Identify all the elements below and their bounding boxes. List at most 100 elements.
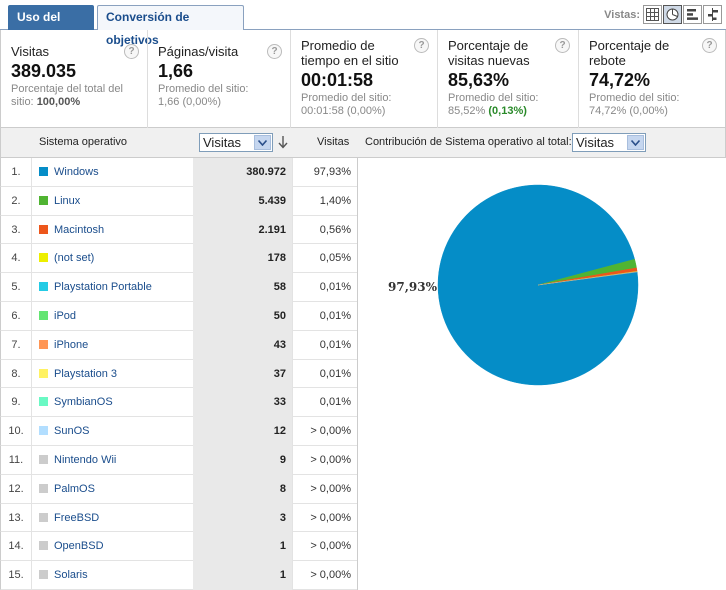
visits-percent: 97,93% (292, 158, 358, 187)
row-number: 8. (1, 359, 32, 389)
visits-percent: 0,56% (292, 215, 358, 245)
contribution-label: Contribución de Sistema operativo al tot… (365, 136, 572, 148)
table-header: Sistema operativo Visitas Visitas Contri… (0, 128, 726, 158)
os-link[interactable]: Linux (39, 187, 80, 215)
help-icon[interactable]: ? (124, 44, 139, 59)
row-number: 9. (1, 388, 32, 418)
help-icon[interactable]: ? (555, 38, 570, 53)
metric-selector[interactable]: Visitas (199, 133, 273, 152)
os-link[interactable]: Windows (39, 158, 99, 186)
visits-value: 1 (193, 532, 292, 562)
visits-value: 8 (193, 474, 292, 504)
color-swatch (39, 253, 48, 263)
visits-percent: 0,01% (292, 273, 358, 302)
pie-chart-svg (437, 184, 639, 386)
visits-percent: 1,40% (292, 186, 358, 216)
row-number: 12. (1, 474, 32, 504)
visits-value: 5.439 (193, 186, 292, 216)
compare-view-button[interactable] (703, 5, 722, 24)
table-row: 3. Macintosh 2.191 0,56% (0, 215, 358, 245)
table-icon (646, 8, 659, 21)
visits-value: 2.191 (193, 215, 292, 245)
metric-pages-per-visit: Páginas/visita ? 1,66 Promedio del sitio… (148, 30, 291, 128)
compare-icon (708, 8, 718, 21)
os-name: Solaris (54, 569, 88, 582)
metric-subtext: Promedio del sitio: 74,72% (0,00%) (589, 92, 680, 117)
column-header-visits[interactable]: Visitas (317, 136, 350, 148)
os-link[interactable]: Macintosh (39, 216, 104, 244)
help-icon[interactable]: ? (702, 38, 717, 53)
visits-value: 178 (193, 244, 292, 274)
visits-value: 9 (193, 445, 292, 475)
row-number: 11. (1, 445, 32, 475)
os-link[interactable]: Playstation 3 (39, 360, 117, 388)
tab-bar: Uso del sitio Conversión de objetivos Vi… (0, 0, 726, 47)
metric-new-visits: Porcentaje de visitas nuevas ? 85,63% Pr… (438, 30, 579, 128)
visits-value: 33 (193, 388, 292, 418)
pie-slice-label: 97,93% (388, 280, 437, 294)
visits-value: 3 (193, 503, 292, 533)
os-link[interactable]: Nintendo Wii (39, 446, 116, 474)
os-link[interactable]: FreeBSD (39, 504, 99, 532)
os-link[interactable]: iPod (39, 302, 76, 330)
tab-goal-conversion[interactable]: Conversión de objetivos (97, 5, 244, 47)
table-row: 8. Playstation 3 37 0,01% (0, 359, 358, 389)
visits-percent: > 0,00% (292, 503, 358, 533)
bars-view-button[interactable] (683, 5, 702, 24)
color-swatch (39, 426, 48, 436)
color-swatch (39, 310, 48, 320)
row-number: 2. (1, 186, 32, 216)
help-icon[interactable]: ? (267, 44, 282, 59)
column-header-os[interactable]: Sistema operativo (39, 136, 128, 148)
os-name: iPhone (54, 338, 89, 351)
table-row: 11. Nintendo Wii 9 > 0,00% (0, 445, 358, 475)
visits-percent: 0,01% (292, 330, 358, 360)
os-name: (not set) (54, 252, 95, 265)
os-link[interactable]: SunOS (39, 417, 89, 445)
color-swatch (39, 339, 48, 349)
metric-value: 74,72% (589, 70, 651, 90)
table-row: 13. FreeBSD 3 > 0,00% (0, 503, 358, 533)
os-name: Macintosh (54, 223, 105, 236)
visits-percent: > 0,00% (292, 532, 358, 562)
color-swatch (39, 454, 48, 464)
os-link[interactable]: Playstation Portable (39, 273, 152, 301)
pie-slice (537, 271, 638, 286)
visits-percent: > 0,00% (292, 561, 358, 590)
row-number: 7. (1, 330, 32, 360)
table-view-button[interactable] (643, 5, 662, 24)
table-row: 14. OpenBSD 1 > 0,00% (0, 532, 358, 562)
os-table: 1. Windows 380.972 97,93% 2. Linux 5.439 1,40% 3… (0, 158, 358, 590)
metric-title: Páginas/visita (158, 44, 239, 59)
tab-site-usage[interactable]: Uso del sitio (8, 5, 94, 47)
os-link[interactable]: iPhone (39, 331, 88, 359)
contribution-selector[interactable]: Visitas (572, 133, 646, 152)
os-name: Playstation Portable (54, 281, 152, 294)
os-link[interactable]: Solaris (39, 561, 88, 589)
os-link[interactable]: (not set) (39, 244, 94, 272)
metric-title: Porcentaje de visitas nuevas (448, 38, 530, 68)
visits-value: 1 (193, 561, 292, 590)
visits-value: 43 (193, 330, 292, 360)
help-icon[interactable]: ? (414, 38, 429, 53)
os-link[interactable]: PalmOS (39, 475, 95, 503)
pie-view-button[interactable] (663, 5, 682, 24)
visits-percent: > 0,00% (292, 474, 358, 504)
os-link[interactable]: OpenBSD (39, 532, 104, 560)
row-number: 13. (1, 503, 32, 533)
table-row: 15. Solaris 1 > 0,00% (0, 561, 358, 590)
table-row: 6. iPod 50 0,01% (0, 301, 358, 331)
color-swatch (39, 570, 48, 580)
visits-percent: > 0,00% (292, 445, 358, 475)
metric-title: Porcentaje de rebote (589, 38, 670, 68)
os-name: SunOS (54, 425, 90, 438)
visits-value: 37 (193, 359, 292, 389)
os-name: FreeBSD (54, 511, 100, 524)
visits-percent: > 0,00% (292, 417, 358, 446)
visits-value: 380.972 (193, 158, 292, 187)
table-row: 12. PalmOS 8 > 0,00% (0, 474, 358, 504)
sort-arrow-icon[interactable] (278, 135, 288, 152)
os-link[interactable]: SymbianOS (39, 388, 113, 416)
os-name: iPod (54, 309, 77, 322)
metrics-summary: Visitas ? 389.035 Porcentaje del total d… (0, 30, 726, 128)
